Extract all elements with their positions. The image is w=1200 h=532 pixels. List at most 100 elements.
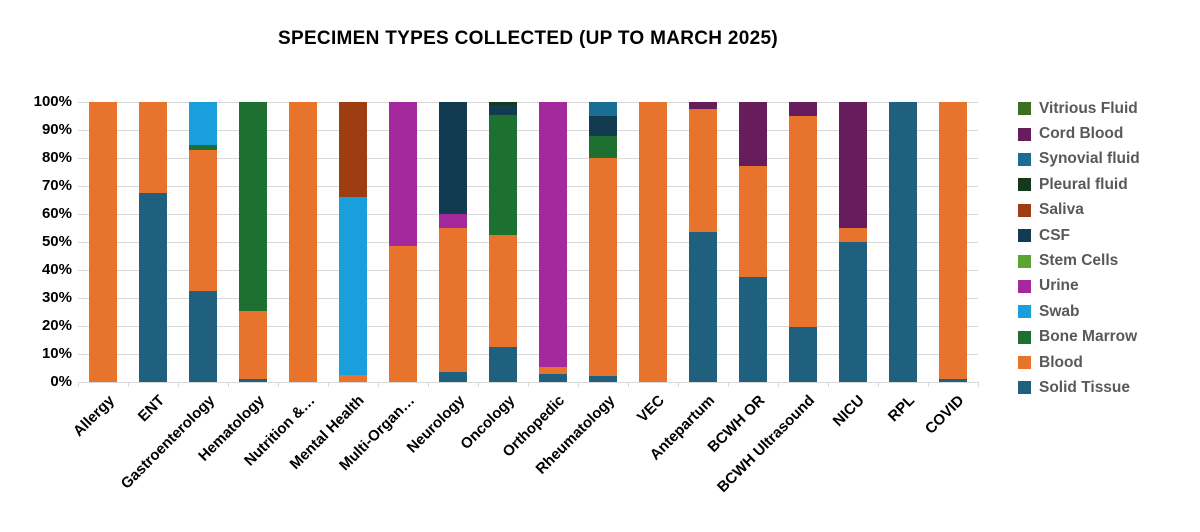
x-axis-tick [378, 382, 379, 387]
segment-blood [939, 102, 967, 380]
bar-Hematology [239, 102, 267, 382]
gridline-60 [78, 214, 978, 215]
gridline-10 [78, 354, 978, 355]
segment-swab [189, 102, 217, 146]
x-axis-tick [78, 382, 79, 387]
legend-item-synovial-fluid: Synovial fluid [1018, 147, 1140, 172]
bar-Gastroenterology [189, 102, 217, 382]
y-tick-label-50pct: 50% [41, 233, 72, 250]
segment-solid-tissue [939, 379, 967, 382]
segment-solid-tissue [839, 242, 867, 382]
y-tick-label-70pct: 70% [41, 177, 72, 194]
x-axis-tick [478, 382, 479, 387]
segment-solid-tissue [789, 327, 817, 382]
segment-bone-marrow [489, 114, 517, 235]
y-tick-label-80pct: 80% [41, 149, 72, 166]
gridline-100 [78, 102, 978, 103]
segment-blood [489, 235, 517, 347]
bar-Multi-Organ… [389, 102, 417, 382]
x-label-NICU: NICU [830, 392, 869, 430]
segment-blood [389, 246, 417, 382]
legend-label: Solid Tissue [1039, 378, 1131, 396]
segment-blood [139, 102, 167, 193]
bar-Antepartum [689, 102, 717, 382]
legend-label: Blood [1039, 353, 1083, 371]
bar-Mental Health [339, 102, 367, 382]
segment-solid-tissue [889, 102, 917, 382]
bar-Oncology [489, 102, 517, 382]
bar-COVID [939, 102, 967, 382]
legend-swatch-icon [1018, 178, 1031, 192]
segment-blood [639, 102, 667, 382]
x-axis-tick [928, 382, 929, 387]
legend-item-csf: CSF [1018, 223, 1140, 248]
y-tick-label-40pct: 40% [41, 261, 72, 278]
segment-blood [89, 102, 117, 382]
x-axis-tick [978, 382, 979, 387]
legend-item-saliva: Saliva [1018, 198, 1140, 223]
legend-label: CSF [1039, 226, 1070, 244]
x-axis-tick [178, 382, 179, 387]
bar-VEC [639, 102, 667, 382]
segment-solid-tissue [739, 277, 767, 382]
segment-cord-blood [789, 102, 817, 117]
segment-solid-tissue [589, 376, 617, 382]
y-tick-label-100pct: 100% [33, 93, 72, 110]
segment-blood [289, 102, 317, 382]
legend-label: Bone Marrow [1039, 328, 1138, 346]
segment-urine [539, 102, 567, 367]
x-axis-tick [328, 382, 329, 387]
x-axis-tick [228, 382, 229, 387]
segment-urine [389, 102, 417, 247]
legend-label: Urine [1039, 277, 1079, 295]
legend-item-pleural-fluid: Pleural fluid [1018, 172, 1140, 197]
legend-label: Vitrious Fluid [1039, 99, 1138, 117]
segment-solid-tissue [439, 372, 467, 382]
segment-cord-blood [689, 102, 717, 110]
legend-item-cord-blood: Cord Blood [1018, 121, 1140, 146]
chart-title: SPECIMEN TYPES COLLECTED (UP TO MARCH 20… [278, 28, 778, 49]
x-axis-tick [578, 382, 579, 387]
x-label-Gastroenterology: Gastroenterology [117, 392, 219, 493]
segment-bone-marrow [239, 102, 267, 311]
x-label-BCWH Ultrasound: BCWH Ultrasound [714, 392, 819, 496]
x-axis-tick [878, 382, 879, 387]
legend-swatch-icon [1018, 152, 1031, 166]
bar-Nutrition &… [289, 102, 317, 382]
bar-Allergy [89, 102, 117, 382]
x-label-ENT: ENT [134, 392, 169, 426]
segment-cord-blood [839, 102, 867, 228]
legend-swatch-icon [1018, 356, 1031, 370]
y-tick-label-30pct: 30% [41, 289, 72, 306]
legend-label: Synovial fluid [1039, 150, 1140, 168]
gridline-80 [78, 158, 978, 159]
bar-ENT [139, 102, 167, 382]
legend: Vitrious Fluid Cord Blood Synovial fluid Pl… [1018, 96, 1140, 401]
legend-swatch-icon [1018, 102, 1031, 116]
segment-solid-tissue [139, 193, 167, 382]
y-axis: 0% 10% 20% 30% 40% 50% 60% 70% 80% 90% 100% [0, 93, 72, 390]
y-tick-label-0pct: 0% [50, 373, 72, 390]
gridline-50 [78, 242, 978, 243]
legend-item-bone-marrow: Bone Marrow [1018, 325, 1140, 350]
segment-saliva [339, 102, 367, 198]
segment-swab [339, 197, 367, 375]
gridline-90 [78, 130, 978, 131]
x-axis-tick [278, 382, 279, 387]
legend-swatch-icon [1018, 229, 1031, 243]
legend-swatch-icon [1018, 305, 1031, 319]
x-axis-tick [628, 382, 629, 387]
gridline-30 [78, 298, 978, 299]
bar-Neurology [439, 102, 467, 382]
segment-pleural-fluid [489, 102, 517, 105]
legend-item-urine: Urine [1018, 274, 1140, 299]
legend-item-solid-tissue: Solid Tissue [1018, 375, 1140, 400]
segment-solid-tissue [539, 373, 567, 382]
segment-csf [589, 116, 617, 136]
segment-csf [489, 104, 517, 115]
x-axis-tick [428, 382, 429, 387]
segment-solid-tissue [489, 347, 517, 382]
bar-Orthopedic [539, 102, 567, 382]
bar-NICU [839, 102, 867, 382]
